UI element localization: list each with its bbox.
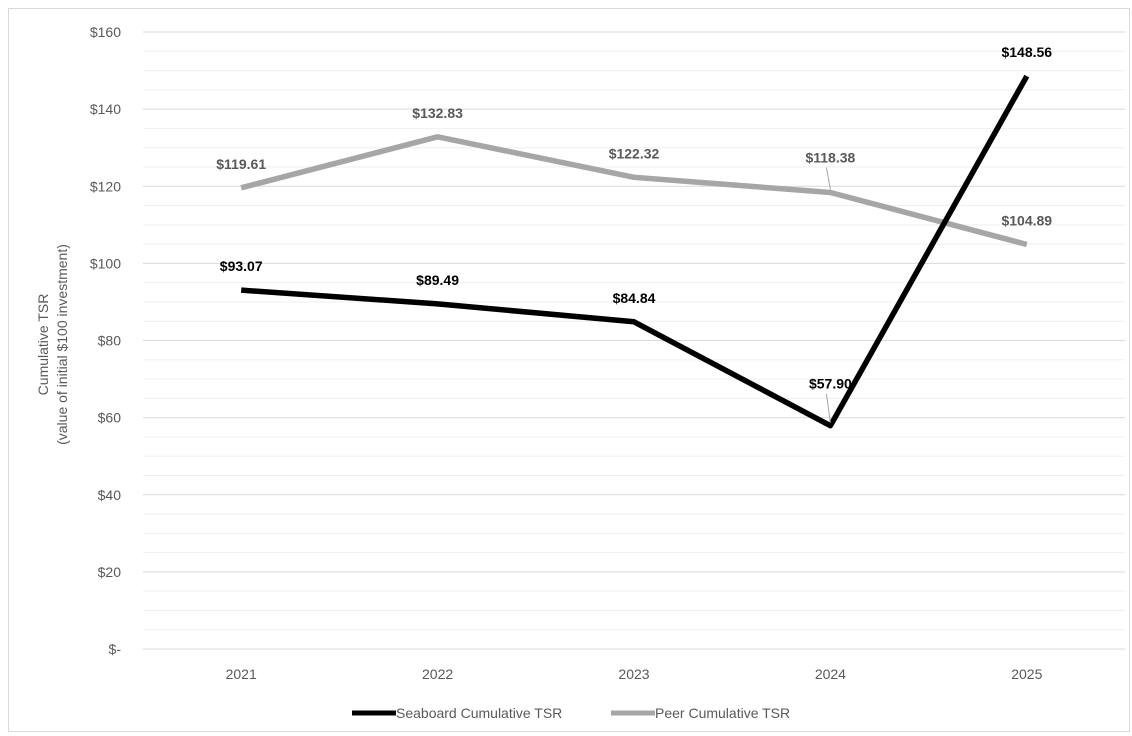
- peer-series-line: [240, 134, 1028, 248]
- legend-label: Seaboard Cumulative TSR: [396, 705, 562, 721]
- axes: $- $20 $40 $60 $80 $100 $120 $140 $160 2021 2022 20…: [90, 24, 1125, 682]
- y-tick-label: $60: [98, 410, 122, 426]
- y-tick-label: $20: [98, 564, 122, 580]
- label-leader-line: [825, 167, 831, 190]
- y-tick-label: $140: [90, 101, 121, 117]
- x-tick-label: 2025: [1011, 666, 1042, 682]
- legend: Seaboard Cumulative TSR Peer Cumulative T…: [352, 705, 790, 721]
- seaboard-data-label: $93.07: [220, 258, 263, 274]
- gridlines: [143, 31, 1125, 631]
- legend-item-seaboard: Seaboard Cumulative TSR: [352, 705, 562, 721]
- seaboard-series-line: [241, 74, 1030, 429]
- x-tick-label: 2024: [815, 666, 846, 682]
- legend-label: Peer Cumulative TSR: [655, 705, 790, 721]
- seaboard-data-label: $89.49: [416, 272, 459, 288]
- y-axis-subtitle: (value of initial $100 investment): [54, 244, 70, 445]
- y-tick-label: $160: [90, 24, 121, 40]
- series-lines: [240, 74, 1030, 429]
- peer-data-label: $119.61: [216, 156, 266, 172]
- x-tick-label: 2022: [422, 666, 453, 682]
- seaboard-data-label: $84.84: [613, 290, 656, 306]
- seaboard-data-label: $148.56: [1001, 44, 1052, 60]
- x-tick-label: 2021: [226, 666, 257, 682]
- y-tick-label: $120: [90, 178, 121, 194]
- x-tick-label: 2023: [618, 666, 649, 682]
- y-tick-label: $80: [98, 333, 122, 349]
- peer-data-label: $118.38: [805, 149, 855, 165]
- y-axis-title: Cumulative TSR: [35, 294, 51, 396]
- seaboard-data-label: $57.90: [809, 376, 852, 392]
- label-leader-line: [825, 393, 831, 423]
- data-labels: $93.07 $89.49 $84.84 $57.90 $148.56 $119.61 $1…: [216, 44, 1052, 423]
- legend-item-peer: Peer Cumulative TSR: [611, 705, 790, 721]
- y-tick-label: $100: [90, 255, 121, 271]
- peer-data-label: $104.89: [1001, 213, 1052, 229]
- y-tick-label: $40: [98, 487, 122, 503]
- peer-data-label: $122.32: [609, 145, 660, 161]
- peer-data-label: $132.83: [412, 105, 463, 121]
- y-tick-label: $-: [109, 641, 122, 657]
